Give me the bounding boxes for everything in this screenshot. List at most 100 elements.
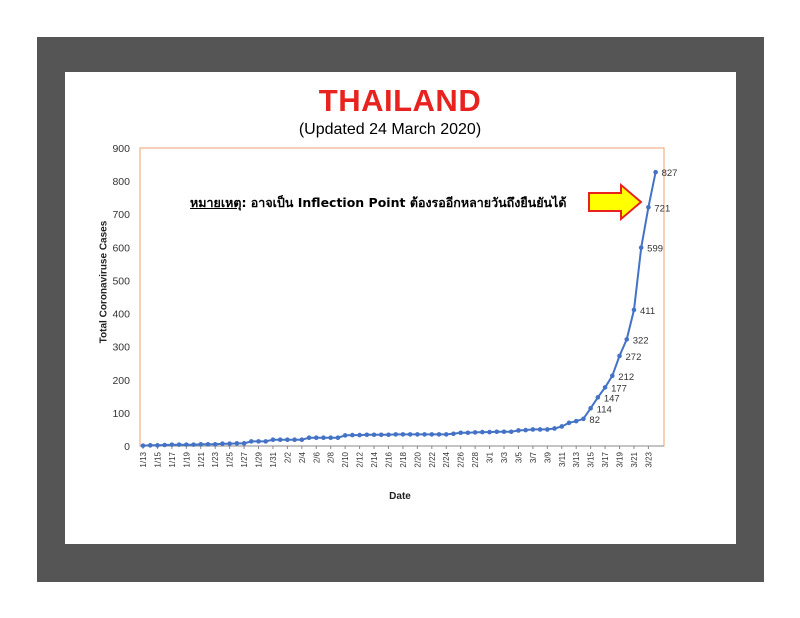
- y-tick-labels: 0 100 200 300 400 500 600 700 800 900: [112, 143, 130, 453]
- data-point: [176, 442, 182, 447]
- data-point: [256, 439, 261, 444]
- data-point: [241, 441, 247, 446]
- data-point: [566, 420, 572, 426]
- data-point: [155, 443, 160, 448]
- x-tick-label: 2/12: [356, 451, 365, 467]
- data-point: [227, 441, 232, 446]
- note-prefix: หมายเหตุ: [190, 195, 242, 210]
- data-point: [415, 432, 420, 437]
- x-tick-label: 3/23: [644, 451, 653, 467]
- data-point: [205, 442, 211, 447]
- data-point: [140, 443, 146, 448]
- x-tick-label: 1/13: [139, 451, 148, 467]
- x-tick-label: 1/19: [182, 451, 191, 467]
- data-point: [342, 433, 348, 438]
- data-point: [458, 430, 463, 436]
- data-label: 272: [626, 352, 642, 363]
- x-tick-label: 1/25: [226, 451, 235, 467]
- data-label: 212: [618, 372, 634, 383]
- data-point: [451, 431, 456, 437]
- outer-frame: [37, 37, 764, 582]
- data-point: [638, 245, 644, 250]
- y-tick-label: 900: [112, 143, 130, 155]
- data-point: [631, 307, 637, 313]
- data-point: [516, 428, 521, 433]
- data-point: [249, 439, 254, 444]
- data-point: [443, 432, 449, 437]
- data-point: [328, 435, 334, 441]
- x-tick-label: 3/11: [558, 451, 567, 467]
- data-point: [169, 442, 175, 447]
- y-tick-label: 700: [112, 209, 130, 221]
- data-point: [610, 373, 615, 379]
- x-tick-label: 2/10: [341, 451, 350, 467]
- data-point: [220, 441, 225, 446]
- data-label: 114: [597, 404, 612, 415]
- y-tick-label: 0: [124, 441, 130, 453]
- x-tick-label: 2/14: [370, 451, 379, 467]
- chart-sheet: [65, 72, 736, 544]
- data-point: [494, 429, 500, 435]
- data-point: [422, 432, 427, 437]
- y-tick-label: 800: [112, 176, 130, 188]
- data-point: [646, 204, 651, 210]
- x-tick-label: 3/1: [486, 451, 495, 463]
- y-axis-label: Total Coronaviruse Cases: [98, 220, 110, 344]
- data-point: [162, 442, 167, 448]
- x-tick-label: 3/9: [543, 451, 552, 463]
- x-tick-label: 2/6: [312, 451, 321, 463]
- data-point: [602, 385, 608, 390]
- x-tick-label: 2/22: [428, 451, 437, 467]
- data-point: [480, 429, 485, 435]
- x-tick-label: 1/15: [153, 451, 162, 467]
- x-tick-label: 3/13: [572, 451, 581, 467]
- data-point: [191, 442, 196, 447]
- data-point: [357, 432, 362, 438]
- chart-annotation: หมายเหตุ: อาจเป็น Inflection Point ต้องร…: [190, 193, 566, 213]
- data-point: [530, 427, 536, 432]
- x-tick-label: 3/15: [587, 451, 596, 467]
- data-point: [270, 437, 276, 443]
- data-point: [371, 432, 377, 438]
- data-label: 147: [604, 393, 620, 404]
- chart-subtitle: (Updated 24 March 2020): [298, 121, 482, 138]
- x-tick-label: 3/5: [514, 451, 523, 463]
- x-tick-label: 3/7: [529, 451, 538, 463]
- data-point: [400, 432, 406, 437]
- x-tick-label: 2/8: [327, 451, 336, 463]
- y-tick-label: 500: [112, 275, 130, 287]
- data-point: [350, 432, 355, 438]
- x-tick-label: 2/16: [384, 451, 393, 467]
- x-tick-label: 1/27: [240, 451, 249, 467]
- data-point: [198, 442, 204, 447]
- data-point: [263, 439, 269, 444]
- chart-title: THAILAND: [318, 83, 482, 118]
- data-label: 721: [654, 203, 670, 214]
- x-tick-label: 3/17: [601, 451, 610, 467]
- data-point: [285, 437, 290, 443]
- data-point: [653, 169, 658, 175]
- x-tick-label: 1/23: [211, 451, 220, 467]
- x-tick-label: 3/3: [500, 451, 509, 463]
- data-point: [581, 416, 586, 422]
- data-point: [393, 432, 399, 437]
- data-point: [624, 337, 630, 342]
- data-point: [588, 405, 593, 411]
- x-tick-labels: 1/13 1/15 1/17 1/19 1/21 1/23 1/25 1/27 1/29 1/31…: [139, 451, 653, 467]
- data-point: [617, 353, 622, 359]
- data-point: [321, 435, 326, 441]
- x-tick-label: 1/29: [255, 451, 264, 467]
- data-label: 827: [662, 168, 678, 179]
- note-text: อาจเป็น Inflection Point ต้องรออีกหลายวั…: [246, 195, 567, 210]
- y-tick-label: 100: [112, 408, 130, 420]
- data-point: [277, 437, 283, 443]
- x-tick-label: 2/2: [283, 451, 292, 463]
- data-point: [313, 435, 319, 441]
- x-tick-label: 1/31: [269, 451, 278, 467]
- data-point: [212, 442, 218, 447]
- data-point: [364, 432, 370, 438]
- data-label: 411: [640, 306, 655, 317]
- data-point: [429, 432, 435, 437]
- data-point: [501, 429, 507, 435]
- data-label: 599: [647, 244, 663, 255]
